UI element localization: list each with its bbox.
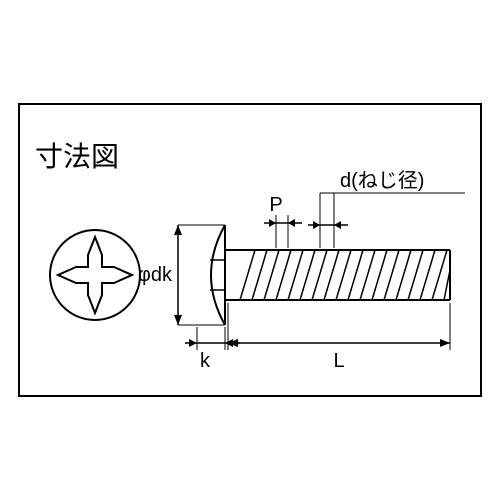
label-L: L [333,350,344,372]
diagram-frame: 寸法図 [18,103,482,397]
front-view [50,230,140,320]
dim-d: d(ねじ径) [308,169,465,248]
label-d: d(ねじ径) [340,169,424,192]
dim-L: L [228,303,450,372]
label-k: k [200,350,211,372]
drawing-svg: φdk k P d(ねじ径) [20,105,480,395]
label-phi-dk: φdk [138,264,173,286]
label-P: P [269,194,282,216]
dim-k: k [185,327,240,372]
side-view [210,225,450,325]
dim-P: P [264,194,302,248]
